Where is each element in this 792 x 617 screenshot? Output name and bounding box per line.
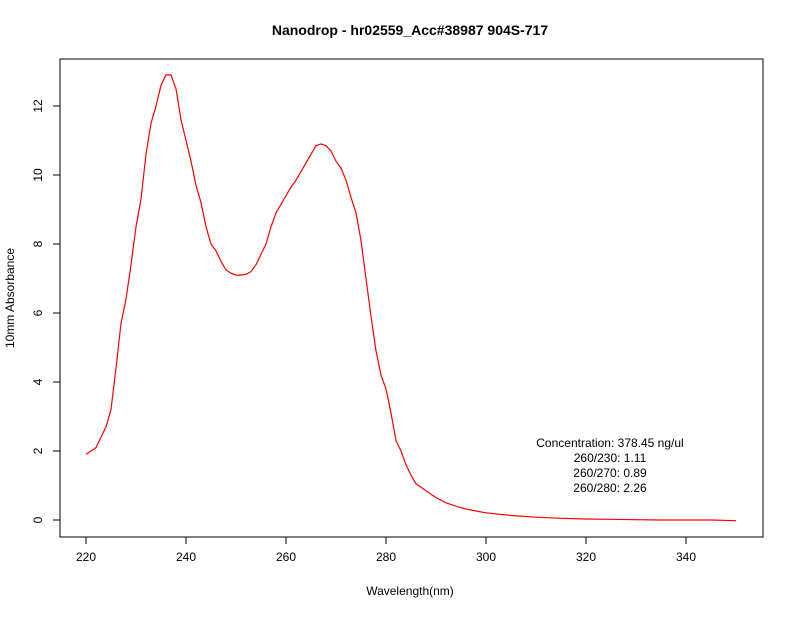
series-line-1 — [85, 74, 737, 522]
y-tick-label: 10 — [31, 168, 45, 182]
y-tick-label: 0 — [31, 516, 45, 523]
y-axis: 0 2 4 6 8 10 12 — [31, 99, 60, 523]
x-tick-label: 220 — [76, 550, 96, 564]
y-axis-label: 10mm Absorbance — [3, 248, 17, 348]
plot-frame — [59, 58, 764, 538]
x-tick-label: 280 — [376, 550, 396, 564]
y-tick-label: 4 — [31, 378, 45, 385]
x-tick-label: 320 — [576, 550, 596, 564]
series-layer — [85, 74, 737, 522]
x-axis-label: Wavelength(nm) — [366, 584, 454, 598]
annotation-ratio-260-280: 260/280: 2.26 — [573, 481, 647, 495]
y-tick-label: 2 — [31, 447, 45, 454]
annotation-ratio-260-270: 260/270: 0.89 — [573, 466, 647, 480]
x-tick-label: 240 — [176, 550, 196, 564]
y-tick-label: 6 — [31, 309, 45, 316]
annotation-block: Concentration: 378.45 ng/ul 260/230: 1.1… — [536, 436, 683, 495]
y-tick-label: 12 — [31, 99, 45, 113]
x-tick-label: 340 — [676, 550, 696, 564]
x-axis: 220 240 260 280 300 320 340 — [76, 537, 696, 564]
annotation-ratio-260-230: 260/230: 1.11 — [574, 451, 647, 465]
chart-title: Nanodrop - hr02559_Acc#38987 904S-717 — [272, 22, 548, 38]
y-tick-label: 8 — [31, 240, 45, 247]
annotation-concentration: Concentration: 378.45 ng/ul — [536, 436, 683, 450]
x-tick-label: 260 — [276, 550, 296, 564]
x-tick-label: 300 — [476, 550, 496, 564]
